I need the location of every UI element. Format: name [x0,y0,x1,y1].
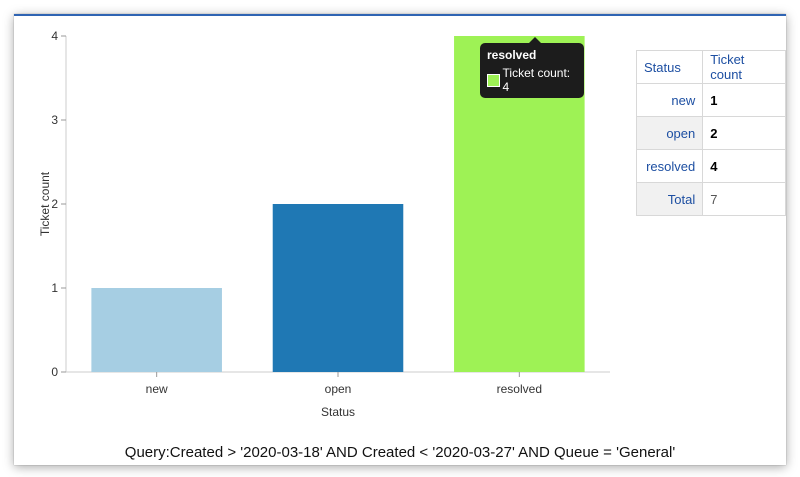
table-row: open 2 [635,116,786,150]
status-link-new[interactable]: new [635,83,704,117]
y-tick-label: 4 [51,29,58,43]
status-link-resolved[interactable]: resolved [635,149,704,183]
status-link-open[interactable]: open [635,116,704,150]
bars [91,36,585,372]
x-axis-label: Status [321,405,355,419]
bar-tooltip: resolved Ticket count: 4 [480,37,584,98]
query-text: Query:Created > '2020-03-18' AND Created… [124,444,676,461]
table-row: new 1 [635,83,786,117]
total-label[interactable]: Total [635,182,704,216]
y-tick-label: 2 [51,197,58,211]
table-total-row: Total 7 [635,182,786,216]
tooltip-text: Ticket count: 4 [502,66,571,94]
x-tick-label-resolved: resolved [497,382,542,396]
tooltip-row: Ticket count: 4 [487,66,577,94]
y-axis-label: Ticket count [38,171,52,236]
bar-new[interactable] [91,288,222,372]
table-row: resolved 4 [635,149,786,183]
count-open: 2 [702,116,786,150]
x-tick-label-new: new [146,382,168,396]
x-tick-label-open: open [325,382,352,396]
tooltip-swatch [487,73,500,87]
y-tick-label: 1 [51,281,58,295]
bar-open[interactable] [272,204,404,372]
count-resolved: 4 [702,149,786,183]
y-tick-label: 0 [51,365,58,379]
tooltip-title: resolved [487,48,537,62]
y-tick-label: 3 [51,113,58,127]
header-status[interactable]: Status [635,50,704,84]
summary-table: Status Ticket count new 1 open 2 resolve… [635,50,786,216]
y-ticks: 0 1 2 3 4 [51,29,66,379]
header-ticket-count[interactable]: Ticket count [702,50,786,84]
bar-chart: 0 1 2 3 4 new open resolved Ticket count Statu… [38,29,610,419]
count-new: 1 [702,83,786,117]
table-header-row: Status Ticket count [635,50,786,84]
total-value: 7 [702,182,786,216]
x-ticks: new open resolved [146,372,542,396]
